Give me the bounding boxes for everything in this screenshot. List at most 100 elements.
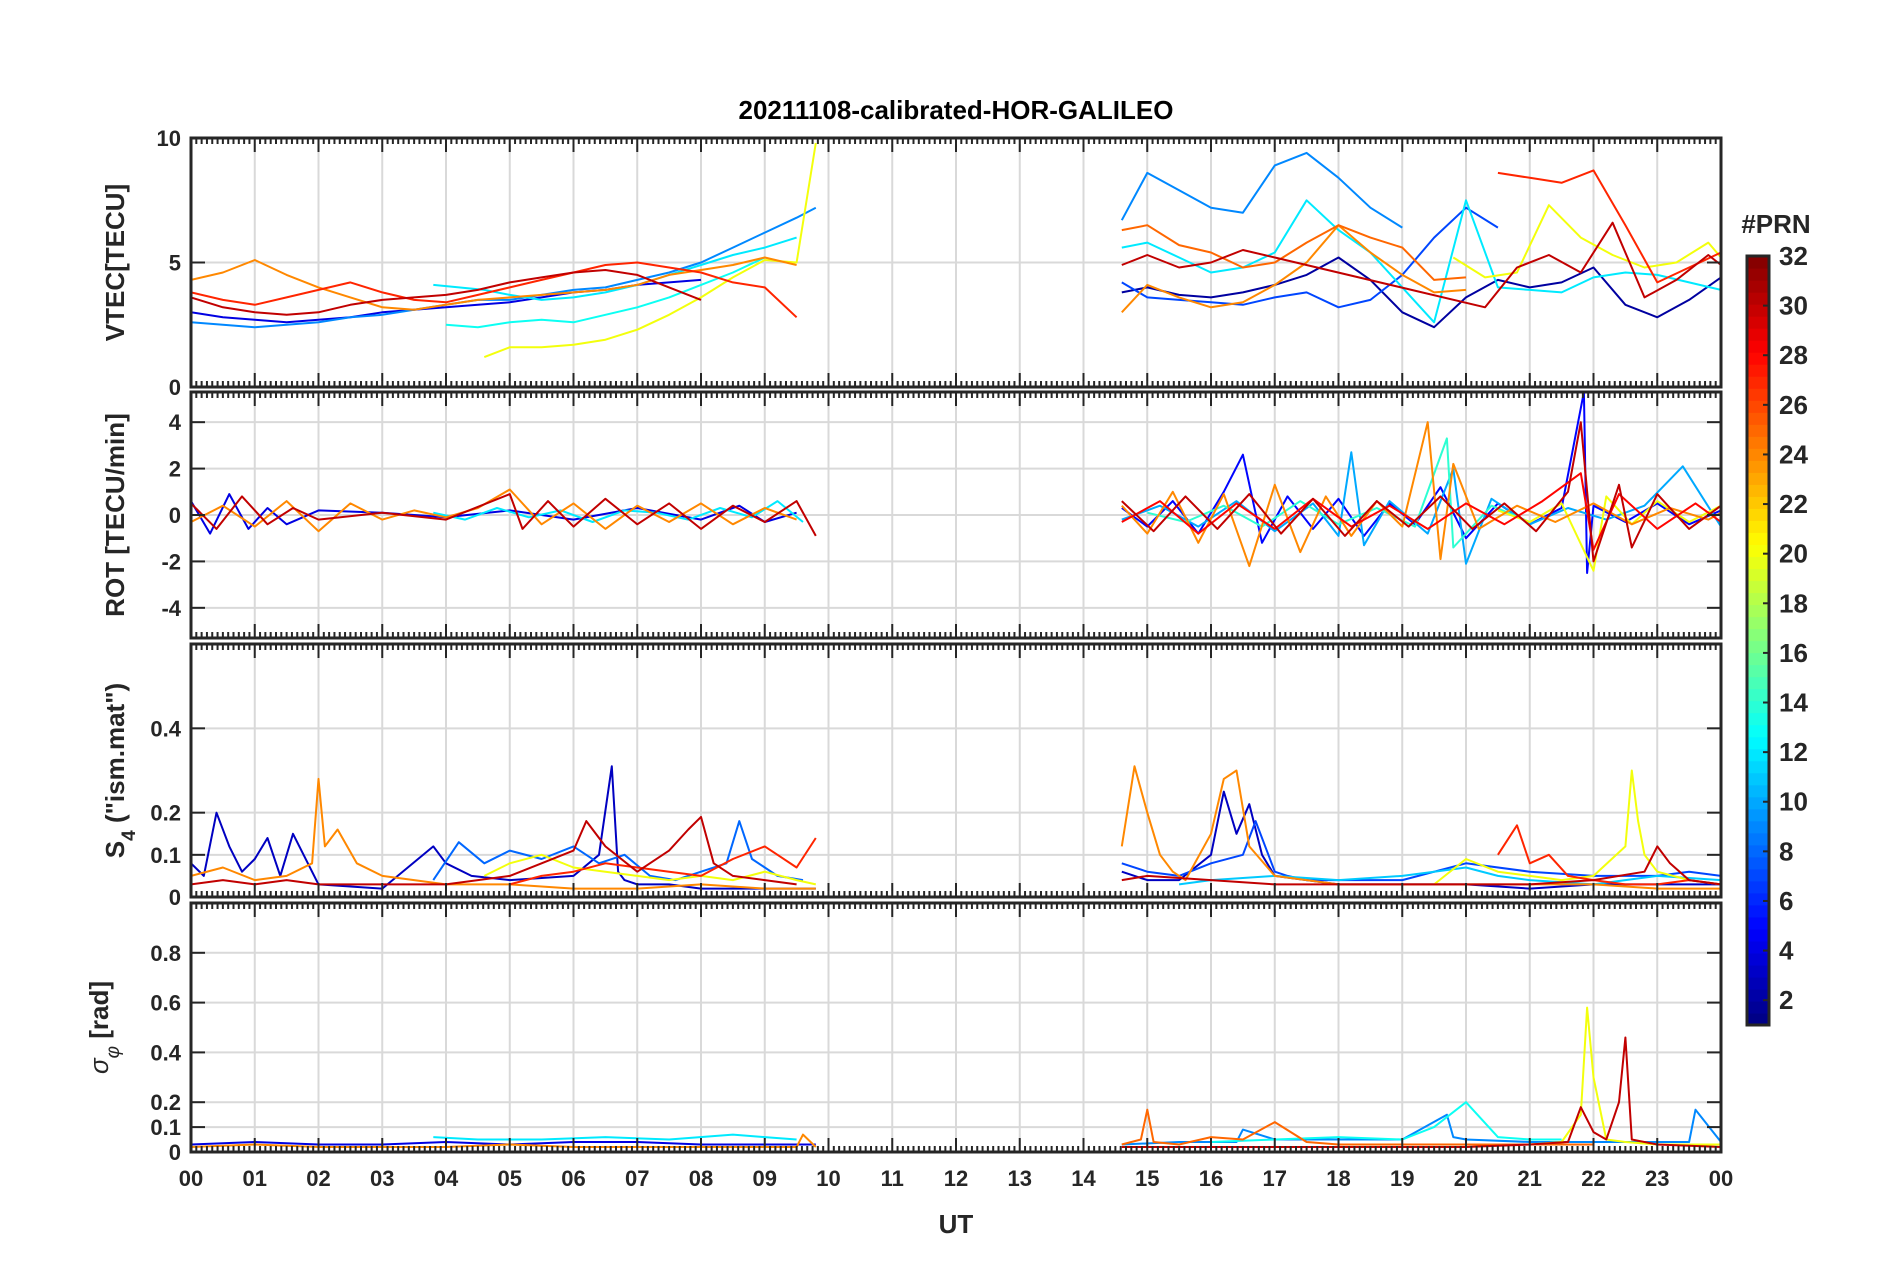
y-tick-label-sigma_phi: 0.2 [150,1090,181,1115]
series-prn-30-s4 [191,815,797,886]
colorbar-segment [1747,544,1769,557]
colorbar-segment [1747,928,1769,942]
series-prn-27-vtec [191,261,798,319]
colorbar-tick-label: 6 [1779,886,1793,916]
x-tick-label: 03 [370,1166,394,1191]
colorbar-tick-label: 12 [1779,737,1808,767]
x-axis-label: UT [939,1209,974,1239]
y-tick-label-rot: 0 [169,503,181,528]
x-tick-label: 22 [1581,1166,1605,1191]
chart-title: 20211108-calibrated-HOR-GALILEO [739,95,1174,125]
x-ticks-s4 [190,644,1722,897]
x-ticks-sigma_phi [190,903,1722,1152]
colorbar-segment [1747,820,1769,834]
series-prn-2-vtec [1121,256,1721,329]
y-tick-label-s4: 0.1 [150,843,181,868]
series-prn-24-s4 [191,777,816,890]
colorbar-segment [1747,448,1769,461]
colorbar-segment [1747,304,1769,317]
colorbar-tick-label: 18 [1779,588,1808,618]
y-tick-label-sigma_phi: 0.8 [150,941,181,966]
x-tick-label: 21 [1518,1166,1542,1191]
colorbar-segment [1747,268,1769,281]
colorbar-segment [1747,640,1769,654]
y-axis-label-s4: S4 ("ism.mat") [100,683,140,858]
series-prn-24-rot [191,488,797,533]
y-tick-label-rot: -2 [161,549,181,574]
colorbar-segment [1747,568,1769,582]
colorbar-tick-label: 16 [1779,638,1808,668]
ylabel-part: σ [84,1057,114,1074]
x-tick-label: 11 [881,1166,904,1191]
colorbar-tick-label: 2 [1779,985,1793,1015]
series-prn-30-vtec [1121,221,1721,309]
series-prn-25-vtec [1121,224,1467,281]
y-ticks-s4 [191,727,1721,898]
x-tick-label: 00 [179,1166,203,1191]
colorbar-segment [1747,328,1769,341]
colorbar-segment [1747,364,1769,377]
colorbar-segment [1747,616,1769,630]
y-tick-label-rot: 4 [169,410,182,435]
colorbar-segment [1747,460,1769,473]
colorbar-segment [1747,676,1769,690]
series-prn-12-vtec [433,236,797,301]
y-axis-label-rot: ROT [TECU/min] [100,413,130,617]
x-tick-label: 15 [1135,1166,1159,1191]
x-tick-label: 12 [944,1166,968,1191]
x-tick-label: 19 [1390,1166,1414,1191]
x-tick-label: 00 [1709,1166,1733,1191]
panel-s4: 0 0.1 0.2 0.4 S4 ("ism.mat") [100,642,1723,910]
colorbar-segment [1747,1012,1769,1026]
x-ticks-rot [190,392,1722,638]
colorbar-segment [1747,952,1769,966]
series-prn-20-s4 [1433,769,1721,886]
series-prn-30-vtec [191,269,702,316]
colorbar-segment [1747,964,1769,978]
x-tick-label: 13 [1008,1166,1032,1191]
colorbar-tick-label: 28 [1779,340,1808,370]
colorbar-segment [1747,832,1769,846]
y-ticks-sigma_phi [191,951,1721,1153]
colorbar-segment [1747,856,1769,870]
colorbar-segment [1747,712,1769,726]
series-prn-24-rot [1121,421,1721,568]
colorbar-segment [1747,604,1769,618]
colorbar-segment [1747,772,1769,786]
colorbar-segment [1747,940,1769,954]
colorbar-tick-label: 8 [1779,836,1793,866]
colorbar-segment [1747,520,1769,533]
y-tick-label-sigma_phi: 0 [169,1140,181,1165]
series-prn-20-s4 [483,853,817,886]
series-prn-27-s4 [1497,824,1721,886]
series-group-rot [191,392,1721,574]
x-tick-label: 08 [689,1166,713,1191]
y-ticks-vtec [191,137,1721,388]
ylabel-part: [rad] [84,981,114,1046]
grid-vtec [191,138,1721,387]
colorbar-segment [1747,976,1769,990]
colorbar-segment [1747,736,1769,750]
colorbar-tick-label: 22 [1779,489,1808,519]
colorbar-tick-label: 20 [1779,539,1808,569]
series-prn-20-vtec [483,142,817,359]
series-prn-28-rot [1121,472,1721,551]
colorbar-segment [1747,556,1769,570]
colorbar-segment [1747,376,1769,389]
x-tick-label: 10 [816,1166,840,1191]
series-prn-9-vtec [1120,151,1403,229]
colorbar-segment [1747,796,1769,810]
y-tick-label-rot: -4 [161,596,181,621]
series-prn-13-sigma_phi [1210,1101,1562,1143]
colorbar-segment [1747,916,1769,930]
colorbar-segment [1747,988,1769,1002]
colorbar-segment [1747,484,1769,497]
series-prn-25-sigma_phi [1121,1108,1594,1146]
colorbar-segment [1747,1000,1769,1014]
colorbar-segment [1747,700,1769,714]
colorbar-segment [1747,808,1769,822]
x-tick-label: 02 [306,1166,330,1191]
